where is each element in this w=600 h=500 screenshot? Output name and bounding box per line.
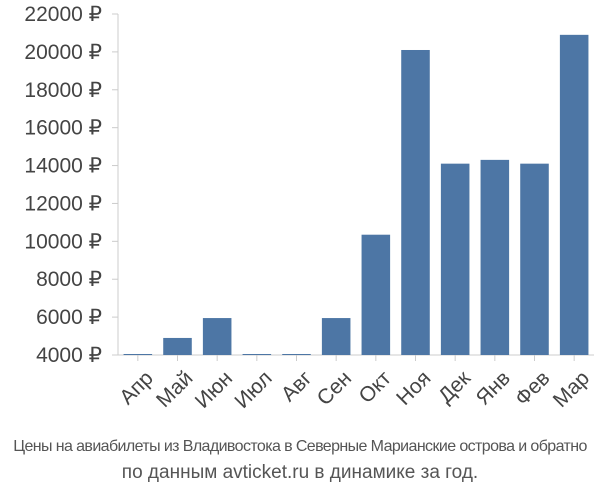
y-tick-label: 14000 ₽ <box>24 155 102 178</box>
x-tick-label: Авг <box>277 366 317 406</box>
x-tick-label: Ноя <box>392 367 435 410</box>
bar-Июл <box>242 354 272 355</box>
bar-Авг <box>282 354 311 355</box>
y-tick-label: 16000 ₽ <box>24 117 102 140</box>
y-tick-label: 4000 ₽ <box>36 344 102 367</box>
y-tick-label: 22000 ₽ <box>24 3 102 26</box>
bar-Окт <box>361 234 391 355</box>
bar-Сен <box>321 318 351 355</box>
x-tick-label: Мар <box>549 367 594 412</box>
bar-Апр <box>123 354 153 355</box>
y-tick-label: 10000 ₽ <box>24 230 102 253</box>
x-tick-label: Янв <box>472 367 515 410</box>
y-tick-label: 12000 ₽ <box>24 192 102 215</box>
bar-Янв <box>480 159 510 355</box>
x-tick-label: Май <box>152 367 197 412</box>
bar-Мар <box>559 34 589 355</box>
bar-Фев <box>520 163 549 355</box>
y-tick-label: 18000 ₽ <box>24 79 102 102</box>
y-tick-label: 20000 ₽ <box>24 41 102 64</box>
x-tick-label: Июн <box>191 367 237 413</box>
y-tick-label: 8000 ₽ <box>36 268 102 291</box>
x-tick-label: Дек <box>434 366 476 408</box>
chart-caption-line-1: Цены на авиабилеты из Владивостока в Сев… <box>13 438 587 455</box>
bar-Дек <box>440 163 470 355</box>
x-tick-label: Сен <box>313 367 356 410</box>
x-tick-label: Окт <box>354 366 396 408</box>
x-tick-label: Фев <box>511 367 555 411</box>
chart-caption-line-2: по данным avticket.ru в динамике за год. <box>121 462 479 483</box>
y-tick-label: 6000 ₽ <box>36 306 102 329</box>
bar-Ноя <box>401 49 430 355</box>
bar-Май <box>163 337 192 355</box>
bar-Июн <box>202 318 232 355</box>
x-tick-label: Июл <box>230 367 276 413</box>
x-tick-label: Апр <box>115 367 157 409</box>
